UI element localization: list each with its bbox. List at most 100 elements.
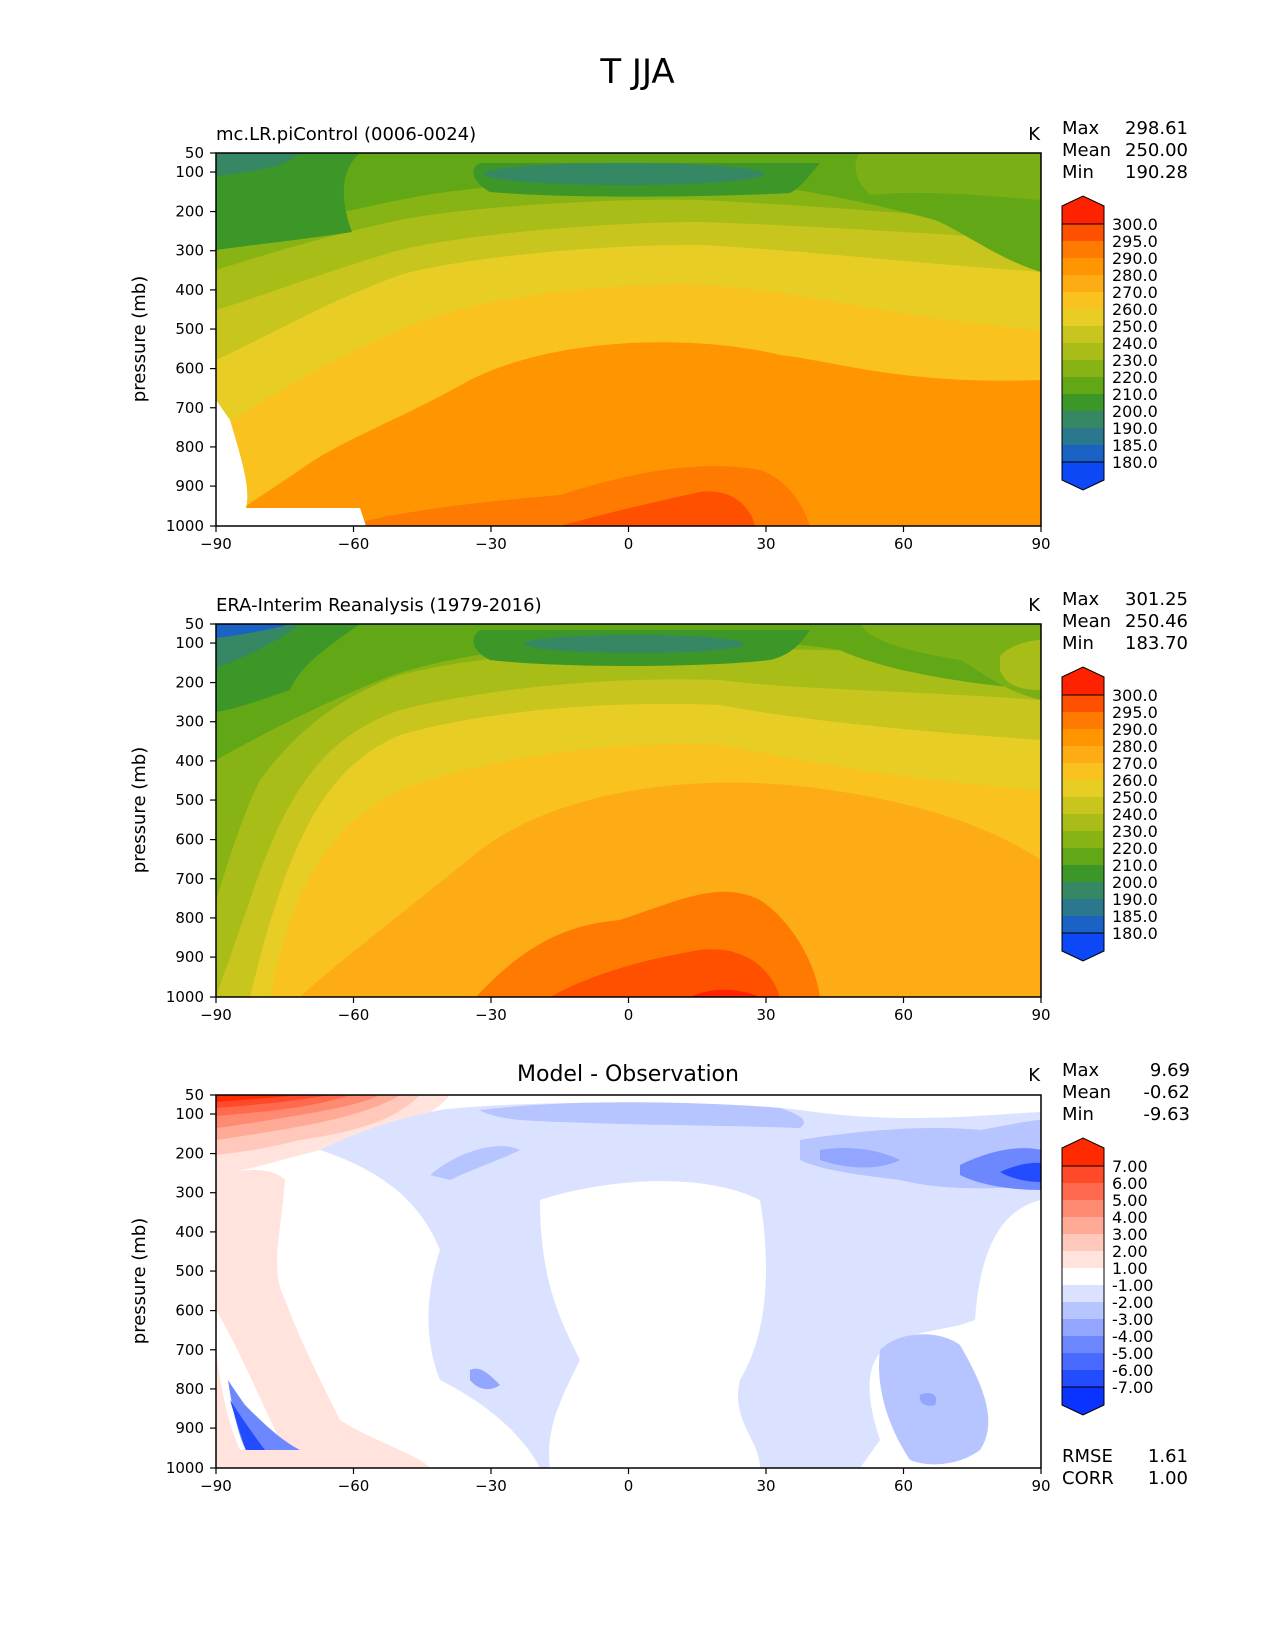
colorbar-segment: [1062, 1268, 1104, 1286]
metric-label-rmse: RMSE: [1062, 1446, 1113, 1467]
colorbar-tick-label: -3.00: [1112, 1310, 1153, 1329]
colorbar-tick-label: -5.00: [1112, 1344, 1153, 1363]
y-tick-label: 500: [175, 1262, 204, 1280]
colorbar-segment: [1062, 292, 1104, 310]
colorbar-segment: [1062, 1166, 1104, 1184]
x-tick-label: −60: [338, 535, 370, 553]
colorbar-segment: [1062, 411, 1104, 429]
y-tick-label: 300: [175, 713, 204, 731]
units-label-difference: K: [1028, 1065, 1041, 1086]
colorbar-tick-label: 260.0: [1112, 300, 1158, 319]
x-tick-label: −90: [200, 1006, 232, 1024]
stats-model: Max 298.61 Mean 250.00 Min 190.28: [1062, 118, 1188, 183]
stat-value-max: 301.25: [1125, 589, 1188, 610]
colorbar-segment: [1062, 1370, 1104, 1388]
x-tick-label: 30: [756, 1477, 775, 1495]
colorbar-tick-label: 185.0: [1112, 436, 1158, 455]
y-tick-label: 600: [175, 831, 204, 849]
colorbar-segment: [1062, 377, 1104, 395]
stat-label-max: Max: [1062, 1060, 1100, 1081]
y-tick-label: 800: [175, 438, 204, 456]
colorbar-tick-label: 6.00: [1112, 1174, 1148, 1193]
colorbar-tick-label: 280.0: [1112, 737, 1158, 756]
x-tick-label: 60: [894, 1477, 913, 1495]
x-tick-label: 0: [624, 1477, 634, 1495]
stat-value-min: -9.63: [1143, 1104, 1190, 1125]
colorbar-tick-label: -2.00: [1112, 1293, 1153, 1312]
y-tick-label: 1000: [166, 1459, 204, 1477]
colorbar-tick-label: 5.00: [1112, 1191, 1148, 1210]
colorbar-tick-label: 230.0: [1112, 351, 1158, 370]
colorbar-segment: [1062, 1200, 1104, 1218]
colorbar-segment: [1062, 797, 1104, 815]
colorbar-segment: [1062, 258, 1104, 276]
colorbar-segment: [1062, 780, 1104, 798]
colorbar-segment: [1062, 275, 1104, 293]
colorbar-segment: [1062, 224, 1104, 242]
x-tick-label: 90: [1031, 535, 1050, 553]
colorbar-extend-max: [1061, 1137, 1105, 1167]
y-tick-label: 400: [175, 752, 204, 770]
panel-title-observation: ERA-Interim Reanalysis (1979-2016): [216, 595, 542, 616]
colorbar-tick-label: 290.0: [1112, 249, 1158, 268]
colorbar-tick-label: 240.0: [1112, 805, 1158, 824]
x-tick-label: −90: [200, 535, 232, 553]
stat-value-mean: 250.46: [1125, 611, 1188, 632]
colorbar-segment: [1062, 445, 1104, 463]
x-tick-label: −30: [475, 535, 507, 553]
y-tick-label: 900: [175, 477, 204, 495]
x-tick-label: 60: [894, 1006, 913, 1024]
colorbar-segment: [1062, 1285, 1104, 1303]
y-tick-label: 1000: [166, 517, 204, 535]
colorbar-tick-label: 200.0: [1112, 873, 1158, 892]
stat-label-max: Max: [1062, 118, 1100, 139]
colorbar-extend-min: [1061, 932, 1105, 962]
y-tick-label: 50: [185, 1086, 204, 1104]
colorbar-segment: [1062, 394, 1104, 412]
colorbar-tick-label: 4.00: [1112, 1208, 1148, 1227]
y-tick-label: 1000: [166, 988, 204, 1006]
y-tick-label: 100: [175, 163, 204, 181]
colorbar-segment: [1062, 343, 1104, 361]
metric-value-corr: 1.00: [1148, 1468, 1188, 1489]
y-tick-label: 700: [175, 399, 204, 417]
stat-label-min: Min: [1062, 1104, 1094, 1125]
colorbar-segment: [1062, 882, 1104, 900]
x-tick-label: 30: [756, 535, 775, 553]
colorbar-segment: [1062, 899, 1104, 917]
x-tick-label: 0: [624, 1006, 634, 1024]
colorbar-tick-label: 1.00: [1112, 1259, 1148, 1278]
x-tick-label: −60: [338, 1006, 370, 1024]
colorbar-tick-label: 220.0: [1112, 839, 1158, 858]
colorbar-tick-label: 180.0: [1112, 453, 1158, 472]
colorbar-tick-label: 185.0: [1112, 907, 1158, 926]
colorbar-tick-label: -6.00: [1112, 1361, 1153, 1380]
y-tick-label: 500: [175, 791, 204, 809]
colorbar-frame: [1061, 223, 1105, 463]
y-axis-label-observation: pressure (mb): [129, 747, 150, 873]
colorbar-extend-min: [1061, 1386, 1105, 1416]
colorbar-segment: [1062, 695, 1104, 713]
y-tick-label: 50: [185, 615, 204, 633]
colorbar-tick-label: 295.0: [1112, 703, 1158, 722]
colorbar-segment: [1062, 831, 1104, 849]
colorbar-extend-max: [1061, 666, 1105, 696]
y-tick-label: 700: [175, 870, 204, 888]
colorbar-segment: [1062, 1234, 1104, 1252]
colorbar-tick-label: 260.0: [1112, 771, 1158, 790]
x-tick-label: −30: [475, 1006, 507, 1024]
colorbar-segment: [1062, 1251, 1104, 1269]
colorbar-segment: [1062, 360, 1104, 378]
colorbar-tick-label: 180.0: [1112, 924, 1158, 943]
y-tick-label: 50: [185, 144, 204, 162]
colorbar-tick-label: 300.0: [1112, 686, 1158, 705]
stat-label-min: Min: [1062, 633, 1094, 654]
colorbar-segment: [1062, 1302, 1104, 1320]
colorbar-extend-min: [1061, 461, 1105, 491]
x-tick-label: 90: [1031, 1477, 1050, 1495]
colorbar-segment: [1062, 712, 1104, 730]
colorbar-segment: [1062, 1217, 1104, 1235]
y-tick-label: 400: [175, 1223, 204, 1241]
y-tick-label: 100: [175, 1105, 204, 1123]
x-tick-label: 60: [894, 535, 913, 553]
